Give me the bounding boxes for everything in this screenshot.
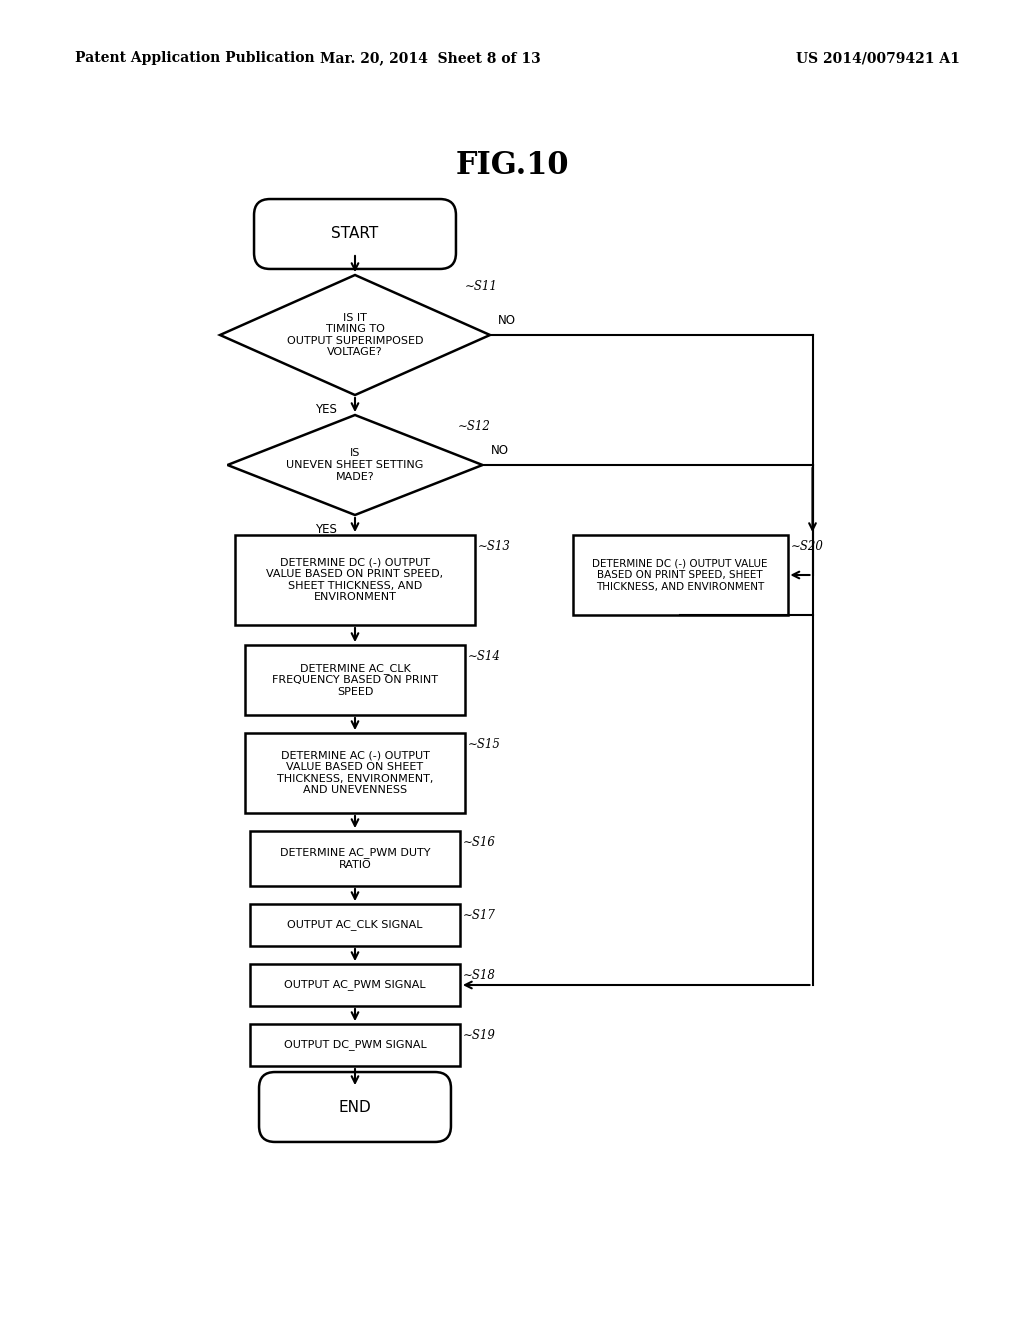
Text: IS
UNEVEN SHEET SETTING
MADE?: IS UNEVEN SHEET SETTING MADE?: [287, 449, 424, 482]
Text: ∼S14: ∼S14: [468, 649, 501, 663]
Text: ∼S18: ∼S18: [463, 969, 496, 982]
Bar: [245, 645, 465, 715]
Polygon shape: [220, 275, 490, 395]
FancyBboxPatch shape: [259, 1072, 451, 1142]
Text: START: START: [332, 227, 379, 242]
Text: YES: YES: [315, 403, 337, 416]
Text: DETERMINE AC_PWM DUTY
RATIO: DETERMINE AC_PWM DUTY RATIO: [280, 847, 430, 870]
Bar: [250, 832, 460, 886]
Bar: [250, 904, 460, 946]
Text: Mar. 20, 2014  Sheet 8 of 13: Mar. 20, 2014 Sheet 8 of 13: [319, 51, 541, 65]
Text: OUTPUT DC_PWM SIGNAL: OUTPUT DC_PWM SIGNAL: [284, 1040, 426, 1051]
Text: ∼S11: ∼S11: [465, 280, 498, 293]
Text: US 2014/0079421 A1: US 2014/0079421 A1: [796, 51, 961, 65]
Text: ∼S19: ∼S19: [463, 1030, 496, 1041]
Text: ∼S16: ∼S16: [463, 836, 496, 849]
Polygon shape: [227, 414, 482, 515]
Text: Patent Application Publication: Patent Application Publication: [75, 51, 314, 65]
Text: END: END: [339, 1100, 372, 1114]
Text: DETERMINE DC (-) OUTPUT
VALUE BASED ON PRINT SPEED,
SHEET THICKNESS, AND
ENVIRON: DETERMINE DC (-) OUTPUT VALUE BASED ON P…: [266, 557, 443, 602]
Text: OUTPUT AC_PWM SIGNAL: OUTPUT AC_PWM SIGNAL: [285, 979, 426, 990]
Text: YES: YES: [315, 523, 337, 536]
Bar: [234, 535, 475, 624]
Text: FIG.10: FIG.10: [456, 149, 568, 181]
Text: ∼S20: ∼S20: [791, 540, 823, 553]
Text: DETERMINE AC (-) OUTPUT
VALUE BASED ON SHEET
THICKNESS, ENVIRONMENT,
AND UNEVENN: DETERMINE AC (-) OUTPUT VALUE BASED ON S…: [276, 751, 433, 796]
FancyBboxPatch shape: [254, 199, 456, 269]
Text: DETERMINE DC (-) OUTPUT VALUE
BASED ON PRINT SPEED, SHEET
THICKNESS, AND ENVIRON: DETERMINE DC (-) OUTPUT VALUE BASED ON P…: [592, 558, 768, 591]
Bar: [245, 733, 465, 813]
Text: ∼S12: ∼S12: [458, 420, 490, 433]
Bar: [250, 964, 460, 1006]
Bar: [572, 535, 787, 615]
Text: ∼S15: ∼S15: [468, 738, 501, 751]
Text: DETERMINE AC_CLK
FREQUENCY BASED ON PRINT
SPEED: DETERMINE AC_CLK FREQUENCY BASED ON PRIN…: [272, 663, 438, 697]
Text: NO: NO: [490, 444, 509, 457]
Text: IS IT
TIMING TO
OUTPUT SUPERIMPOSED
VOLTAGE?: IS IT TIMING TO OUTPUT SUPERIMPOSED VOLT…: [287, 313, 423, 358]
Text: ∼S17: ∼S17: [463, 909, 496, 921]
Bar: [250, 1024, 460, 1067]
Text: NO: NO: [498, 314, 516, 327]
Text: ∼S13: ∼S13: [478, 540, 511, 553]
Text: OUTPUT AC_CLK SIGNAL: OUTPUT AC_CLK SIGNAL: [288, 920, 423, 931]
